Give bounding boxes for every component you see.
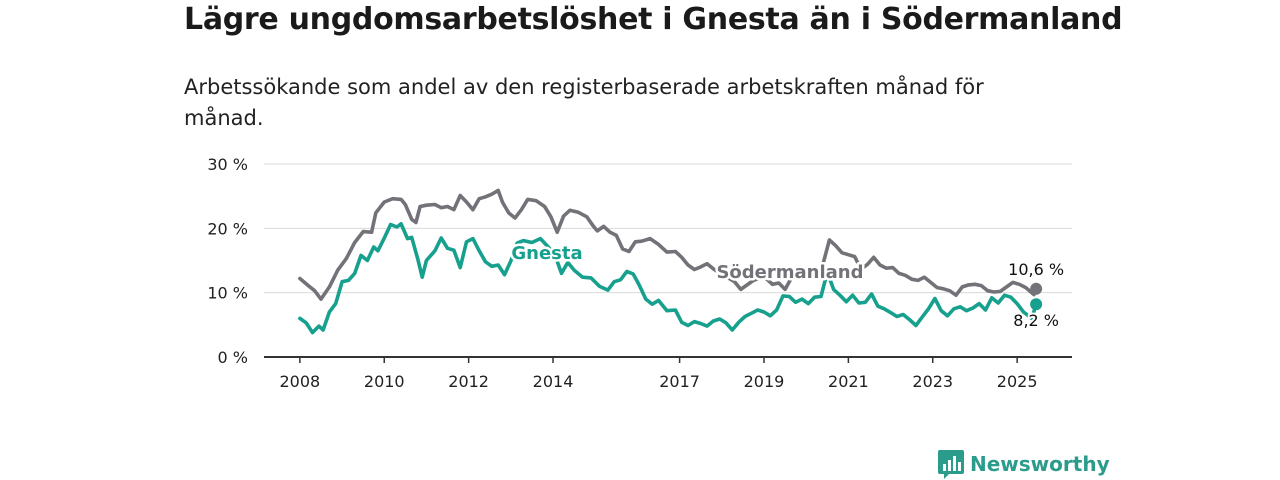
- newsworthy-logo[interactable]: Newsworthy: [938, 449, 1110, 479]
- y-tick-label: 20 %: [207, 219, 248, 238]
- series-labels: Södermanland Gnesta 10,6 % 8,2 %: [509, 241, 1066, 333]
- x-tick-label: 2012: [448, 372, 489, 391]
- y-tick-label: 10 %: [207, 284, 248, 303]
- x-tick-label: 2021: [828, 372, 869, 391]
- end-value-label-södermanland: 10,6 %: [1008, 260, 1064, 279]
- x-axis: 2008 2010 2012 2014 2017 2019 2021 2023 2025: [264, 356, 1072, 391]
- end-marker-gnesta: [1030, 298, 1043, 311]
- series-lines: [298, 188, 1038, 335]
- x-tick-label: 2023: [912, 372, 953, 391]
- x-tick-label: 2014: [533, 372, 574, 391]
- brand-name: Newsworthy: [970, 452, 1110, 476]
- end-value-label-gnesta: 8,2 %: [1013, 311, 1059, 330]
- chart-title: Lägre ungdomsarbetslöshet i Gnesta än i …: [184, 2, 1123, 37]
- series-label-gnesta: Gnesta: [511, 243, 582, 264]
- series-label-södermanland: Södermanland: [716, 262, 863, 283]
- y-tick-label: 30 %: [207, 155, 248, 174]
- series-line-södermanland: [298, 188, 1038, 301]
- x-tick-label: 2010: [364, 372, 405, 391]
- y-axis-ticks: 0 % 10 % 20 % 30 %: [207, 155, 248, 367]
- x-tick-label: 2019: [744, 372, 785, 391]
- x-tick-label: 2017: [659, 372, 700, 391]
- x-tick-label: 2008: [280, 372, 321, 391]
- gridlines: [264, 163, 1072, 294]
- end-marker-södermanland: [1030, 282, 1043, 295]
- chart-subtitle: Arbetssökande som andel av den registerb…: [184, 75, 984, 130]
- x-tick-label: 2025: [997, 372, 1038, 391]
- series-line-gnesta: [298, 222, 1038, 335]
- y-tick-label: 0 %: [218, 348, 248, 367]
- bar-chart-icon: [938, 450, 964, 479]
